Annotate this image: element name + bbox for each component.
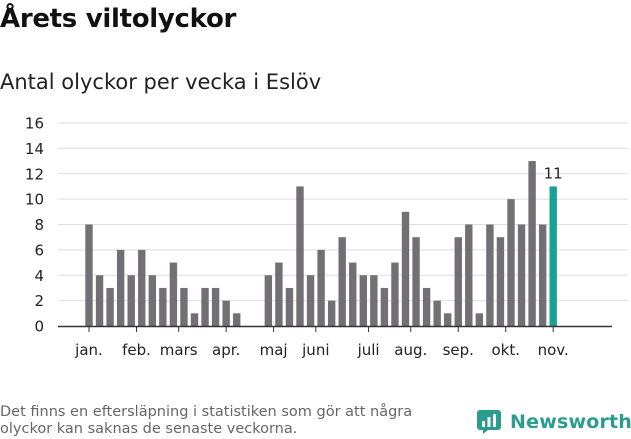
x-axis: jan. feb. mars apr. maj juni juli aug. sep. okt. n… bbox=[58, 325, 612, 359]
bar bbox=[401, 211, 410, 326]
bar bbox=[412, 237, 420, 326]
y-tick-label: 0 bbox=[34, 318, 44, 336]
x-tick-label: jan. bbox=[74, 341, 103, 359]
bar bbox=[507, 199, 515, 327]
x-tick-label: maj bbox=[260, 341, 288, 359]
bar bbox=[380, 287, 389, 326]
bar bbox=[211, 287, 220, 326]
bar bbox=[106, 287, 114, 326]
bar bbox=[296, 186, 304, 326]
brand-name: Newsworthy bbox=[510, 411, 631, 433]
x-tick-label: mars bbox=[160, 341, 198, 359]
y-tick-label: 2 bbox=[34, 292, 44, 310]
bar bbox=[159, 287, 167, 326]
bar bbox=[422, 287, 431, 326]
bar bbox=[148, 275, 156, 326]
y-tick-label: 10 bbox=[25, 191, 44, 209]
chart-subtitle: Antal olyckor per vecka i Eslöv bbox=[0, 70, 322, 94]
bar bbox=[454, 237, 462, 326]
bar bbox=[475, 313, 484, 326]
bar bbox=[433, 300, 441, 327]
bar bbox=[528, 161, 536, 326]
bar bbox=[85, 224, 93, 326]
bar bbox=[370, 275, 378, 326]
bar bbox=[317, 249, 325, 327]
newsworthy-logo-icon bbox=[477, 410, 501, 434]
x-tick-label: juli bbox=[357, 341, 380, 359]
bar bbox=[95, 275, 104, 326]
x-tick-label: okt. bbox=[491, 341, 520, 359]
data-labels: 11 bbox=[544, 164, 563, 182]
page-title: Årets viltolyckor bbox=[0, 4, 237, 34]
x-tick-label: nov. bbox=[538, 341, 569, 359]
footnote: Det finns en eftersläpning i statistiken… bbox=[0, 404, 413, 437]
bar bbox=[138, 249, 146, 327]
bar bbox=[391, 262, 399, 326]
bar bbox=[180, 287, 188, 326]
bar bbox=[275, 262, 283, 326]
bar bbox=[116, 249, 125, 327]
y-tick-label: 4 bbox=[34, 267, 44, 285]
bar bbox=[349, 262, 357, 326]
bar bbox=[233, 313, 241, 326]
y-tick-label: 12 bbox=[25, 165, 44, 183]
x-tick-label: feb. bbox=[122, 341, 151, 359]
bar bbox=[338, 237, 346, 326]
bar bbox=[465, 224, 473, 326]
bar bbox=[169, 262, 178, 326]
y-tick-label: 8 bbox=[34, 216, 44, 234]
bar bbox=[327, 300, 336, 327]
data-label: 11 bbox=[544, 164, 563, 182]
bar bbox=[538, 224, 547, 326]
bar bbox=[359, 275, 367, 326]
bars bbox=[85, 161, 557, 327]
bar bbox=[496, 237, 505, 326]
brand-logo: Newsworthy bbox=[476, 409, 631, 435]
bar bbox=[264, 275, 273, 326]
y-tick-label: 14 bbox=[25, 140, 44, 158]
bar bbox=[127, 275, 135, 326]
bar bbox=[285, 287, 294, 326]
bar bbox=[222, 300, 230, 327]
bar bbox=[549, 186, 557, 326]
y-tick-label: 6 bbox=[34, 241, 44, 259]
bar bbox=[201, 287, 209, 326]
bar bbox=[190, 313, 199, 326]
bar bbox=[517, 224, 526, 326]
x-tick-label: apr. bbox=[212, 341, 240, 359]
x-tick-label: juni bbox=[301, 341, 329, 359]
x-tick-label: sep. bbox=[443, 341, 474, 359]
bar bbox=[306, 275, 315, 326]
bar bbox=[486, 224, 494, 326]
y-axis-ticks: 0 2 4 6 8 10 12 14 16 bbox=[25, 115, 44, 336]
x-tick-label: aug. bbox=[394, 341, 427, 359]
y-tick-label: 16 bbox=[25, 115, 44, 133]
bar bbox=[444, 313, 452, 326]
